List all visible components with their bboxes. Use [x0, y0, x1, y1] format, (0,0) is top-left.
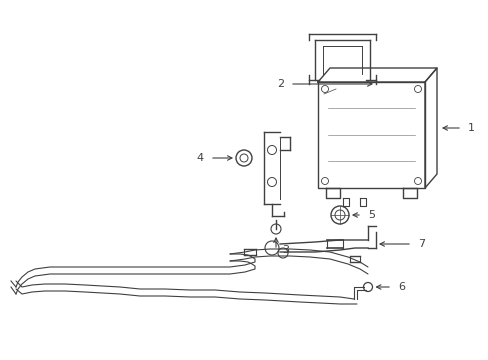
Text: 4: 4 [197, 153, 203, 163]
Text: 5: 5 [367, 210, 374, 220]
Text: 6: 6 [397, 282, 404, 292]
Text: 1: 1 [467, 123, 474, 133]
Text: 2: 2 [276, 79, 284, 89]
Text: 3: 3 [282, 245, 288, 255]
Text: 7: 7 [417, 239, 424, 249]
